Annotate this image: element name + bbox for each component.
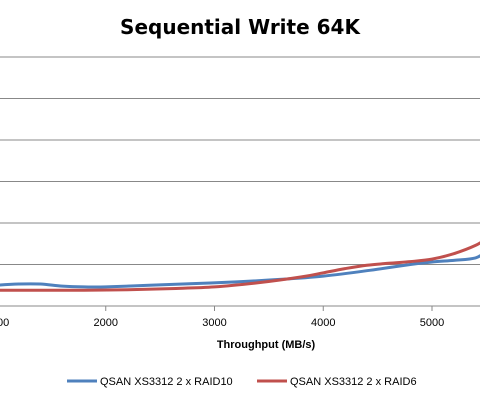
x-tick-label-3000: 3000 bbox=[202, 317, 226, 329]
chart-title: Sequential Write 64K bbox=[120, 15, 361, 39]
legend-label-1: QSAN XS3312 2 x RAID10 bbox=[100, 376, 233, 388]
x-axis-ticks: 1000 2000 3000 4000 5000 bbox=[0, 306, 444, 329]
x-tick-label-4000: 4000 bbox=[311, 317, 335, 329]
x-tick-label-5000: 5000 bbox=[420, 317, 444, 329]
series-line-1 bbox=[0, 254, 480, 289]
x-axis-label: Throughput (MB/s) bbox=[217, 339, 316, 351]
legend-label-2: QSAN XS3312 2 x RAID6 bbox=[290, 376, 417, 388]
legend: QSAN XS3312 2 x RAID10 QSAN XS3312 2 x RA… bbox=[67, 376, 417, 388]
gridlines bbox=[0, 56, 480, 307]
series-line-2 bbox=[0, 241, 480, 292]
x-tick-label-1000: 1000 bbox=[0, 317, 9, 329]
series-layer bbox=[0, 241, 480, 292]
x-tick-label-2000: 2000 bbox=[94, 317, 118, 329]
